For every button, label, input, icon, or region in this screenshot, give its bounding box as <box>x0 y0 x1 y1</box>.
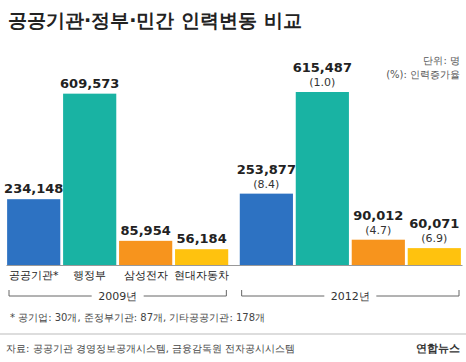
title: 공공기관·정부·민간 인력변동 비교 <box>8 9 302 31</box>
bracket <box>242 290 459 296</box>
data-label: 85,954 <box>121 223 171 238</box>
data-label: 609,573 <box>60 76 119 91</box>
axis-line <box>7 265 463 266</box>
bar <box>119 241 172 265</box>
annotation: 자료: 공공기관 경영정보공개시스템, 금융감독원 전자공시시스템 <box>6 343 295 354</box>
data-label: 90,012 <box>353 208 403 223</box>
tick-label: 2009년 <box>98 290 137 303</box>
bar <box>175 249 228 265</box>
growth-label: (1.0) <box>309 76 335 89</box>
annotation: (%): 인력증가율 <box>386 69 460 80</box>
growth-label: (4.7) <box>365 224 391 237</box>
background <box>0 0 466 362</box>
series-labels: 공공기관* 행정부 삼성전자 현대자동차 <box>9 269 229 282</box>
annotation: 단위: 명 <box>423 55 460 66</box>
data-labels: 234,148 253,877(8.4) 609,573 615,487(1.0) 85… <box>4 60 459 246</box>
bracket <box>9 290 226 296</box>
data-label: 253,877 <box>237 162 296 177</box>
bar <box>7 199 60 265</box>
series-label: 행정부 <box>73 269 106 282</box>
brackets <box>9 290 459 296</box>
bar <box>408 248 461 265</box>
x-axis: 2009년 2012년 <box>7 265 463 303</box>
tick: 2012년 <box>331 265 370 303</box>
series-label: 공공기관* <box>9 269 59 282</box>
data-label: 234,148 <box>4 181 63 196</box>
data-label: 60,071 <box>409 216 459 231</box>
bars <box>7 92 461 265</box>
growth-label: (8.4) <box>253 178 279 191</box>
growth-label: (6.9) <box>421 232 447 245</box>
annotation: * 공기업: 30개, 준정부기관: 87개, 기타공공기관: 178개 <box>10 312 265 323</box>
separator <box>0 334 466 335</box>
chart: 공공기관·정부·민간 인력변동 비교 234,148 253,877(8.4) 609… <box>0 0 466 362</box>
bar <box>63 94 116 265</box>
bar <box>240 194 293 265</box>
bar <box>352 240 405 265</box>
data-label: 56,184 <box>177 231 227 246</box>
series-label: 삼성전자 <box>124 269 168 282</box>
data-label: 615,487 <box>293 60 352 75</box>
bar <box>296 92 349 265</box>
annotation: 연합뉴스 <box>416 342 460 355</box>
series-label: 현대자동차 <box>174 269 229 282</box>
tick-label: 2012년 <box>331 290 370 303</box>
